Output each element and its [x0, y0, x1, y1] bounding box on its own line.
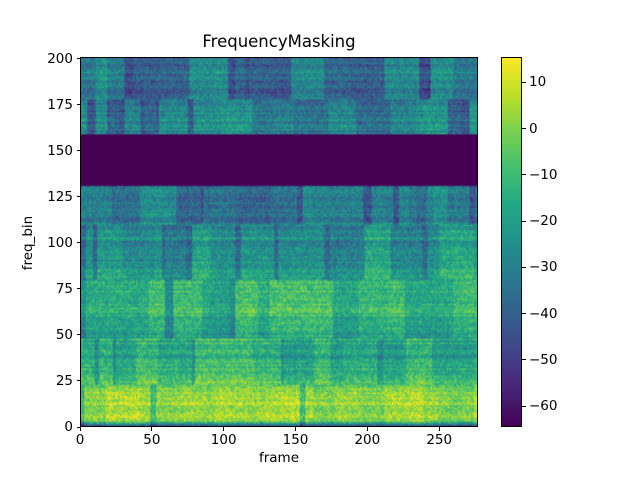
colorbar-tick-label: −10	[529, 166, 558, 183]
colorbar-tick	[522, 81, 526, 83]
colorbar-tick-label: −30	[529, 259, 558, 276]
colorbar-tick-label: −20	[529, 213, 558, 230]
x-tick	[79, 427, 81, 431]
colorbar-tick-label: −50	[529, 351, 558, 368]
colorbar-tick	[522, 266, 526, 268]
colorbar-tick	[522, 313, 526, 315]
x-tick	[151, 427, 153, 431]
y-tick-label: 0	[64, 419, 73, 435]
x-tick-label: 0	[75, 432, 85, 448]
colorbar-tick	[522, 220, 526, 222]
colorbar	[501, 57, 522, 427]
y-tick-label: 125	[47, 188, 73, 205]
x-tick-label: 150	[282, 432, 309, 448]
y-tick	[76, 242, 80, 244]
colorbar-tick	[522, 128, 526, 130]
colorbar-tick-label: 10	[529, 74, 547, 91]
x-tick	[366, 427, 368, 431]
y-tick	[76, 150, 80, 152]
x-tick-label: 100	[210, 432, 237, 448]
y-tick	[76, 380, 80, 382]
colorbar-tick-label: −60	[529, 398, 558, 415]
y-tick-label: 75	[55, 280, 73, 297]
colorbar-tick-label: −40	[529, 305, 558, 322]
x-tick	[438, 427, 440, 431]
colorbar-outline	[501, 57, 522, 427]
y-tick	[76, 426, 80, 428]
y-tick-label: 50	[55, 326, 73, 343]
y-tick-label: 100	[47, 234, 73, 251]
y-tick	[76, 196, 80, 198]
x-tick-label: 50	[143, 432, 161, 448]
y-tick	[76, 334, 80, 336]
colorbar-tick-label: 0	[529, 120, 538, 137]
x-tick-label: 250	[426, 432, 453, 448]
y-tick	[76, 288, 80, 290]
y-tick	[76, 104, 80, 106]
colorbar-tick	[522, 359, 526, 361]
plot-area	[80, 57, 478, 427]
x-axis-label: frame	[258, 450, 300, 466]
y-tick-label: 200	[47, 50, 73, 67]
colorbar-tick	[522, 405, 526, 407]
axes-spines	[80, 57, 478, 427]
y-tick-label: 150	[47, 142, 73, 159]
chart-title: FrequencyMasking	[202, 32, 356, 51]
y-axis-label: freq_bin	[20, 215, 36, 271]
x-tick	[295, 427, 296, 431]
y-tick-label: 175	[47, 96, 73, 113]
colorbar-gradient	[501, 57, 522, 427]
y-tick	[76, 58, 80, 60]
x-tick-label: 200	[354, 432, 381, 448]
x-tick	[223, 427, 225, 431]
y-tick-label: 25	[55, 372, 73, 389]
spectrogram-heatmap	[80, 57, 478, 427]
colorbar-tick	[522, 174, 526, 176]
